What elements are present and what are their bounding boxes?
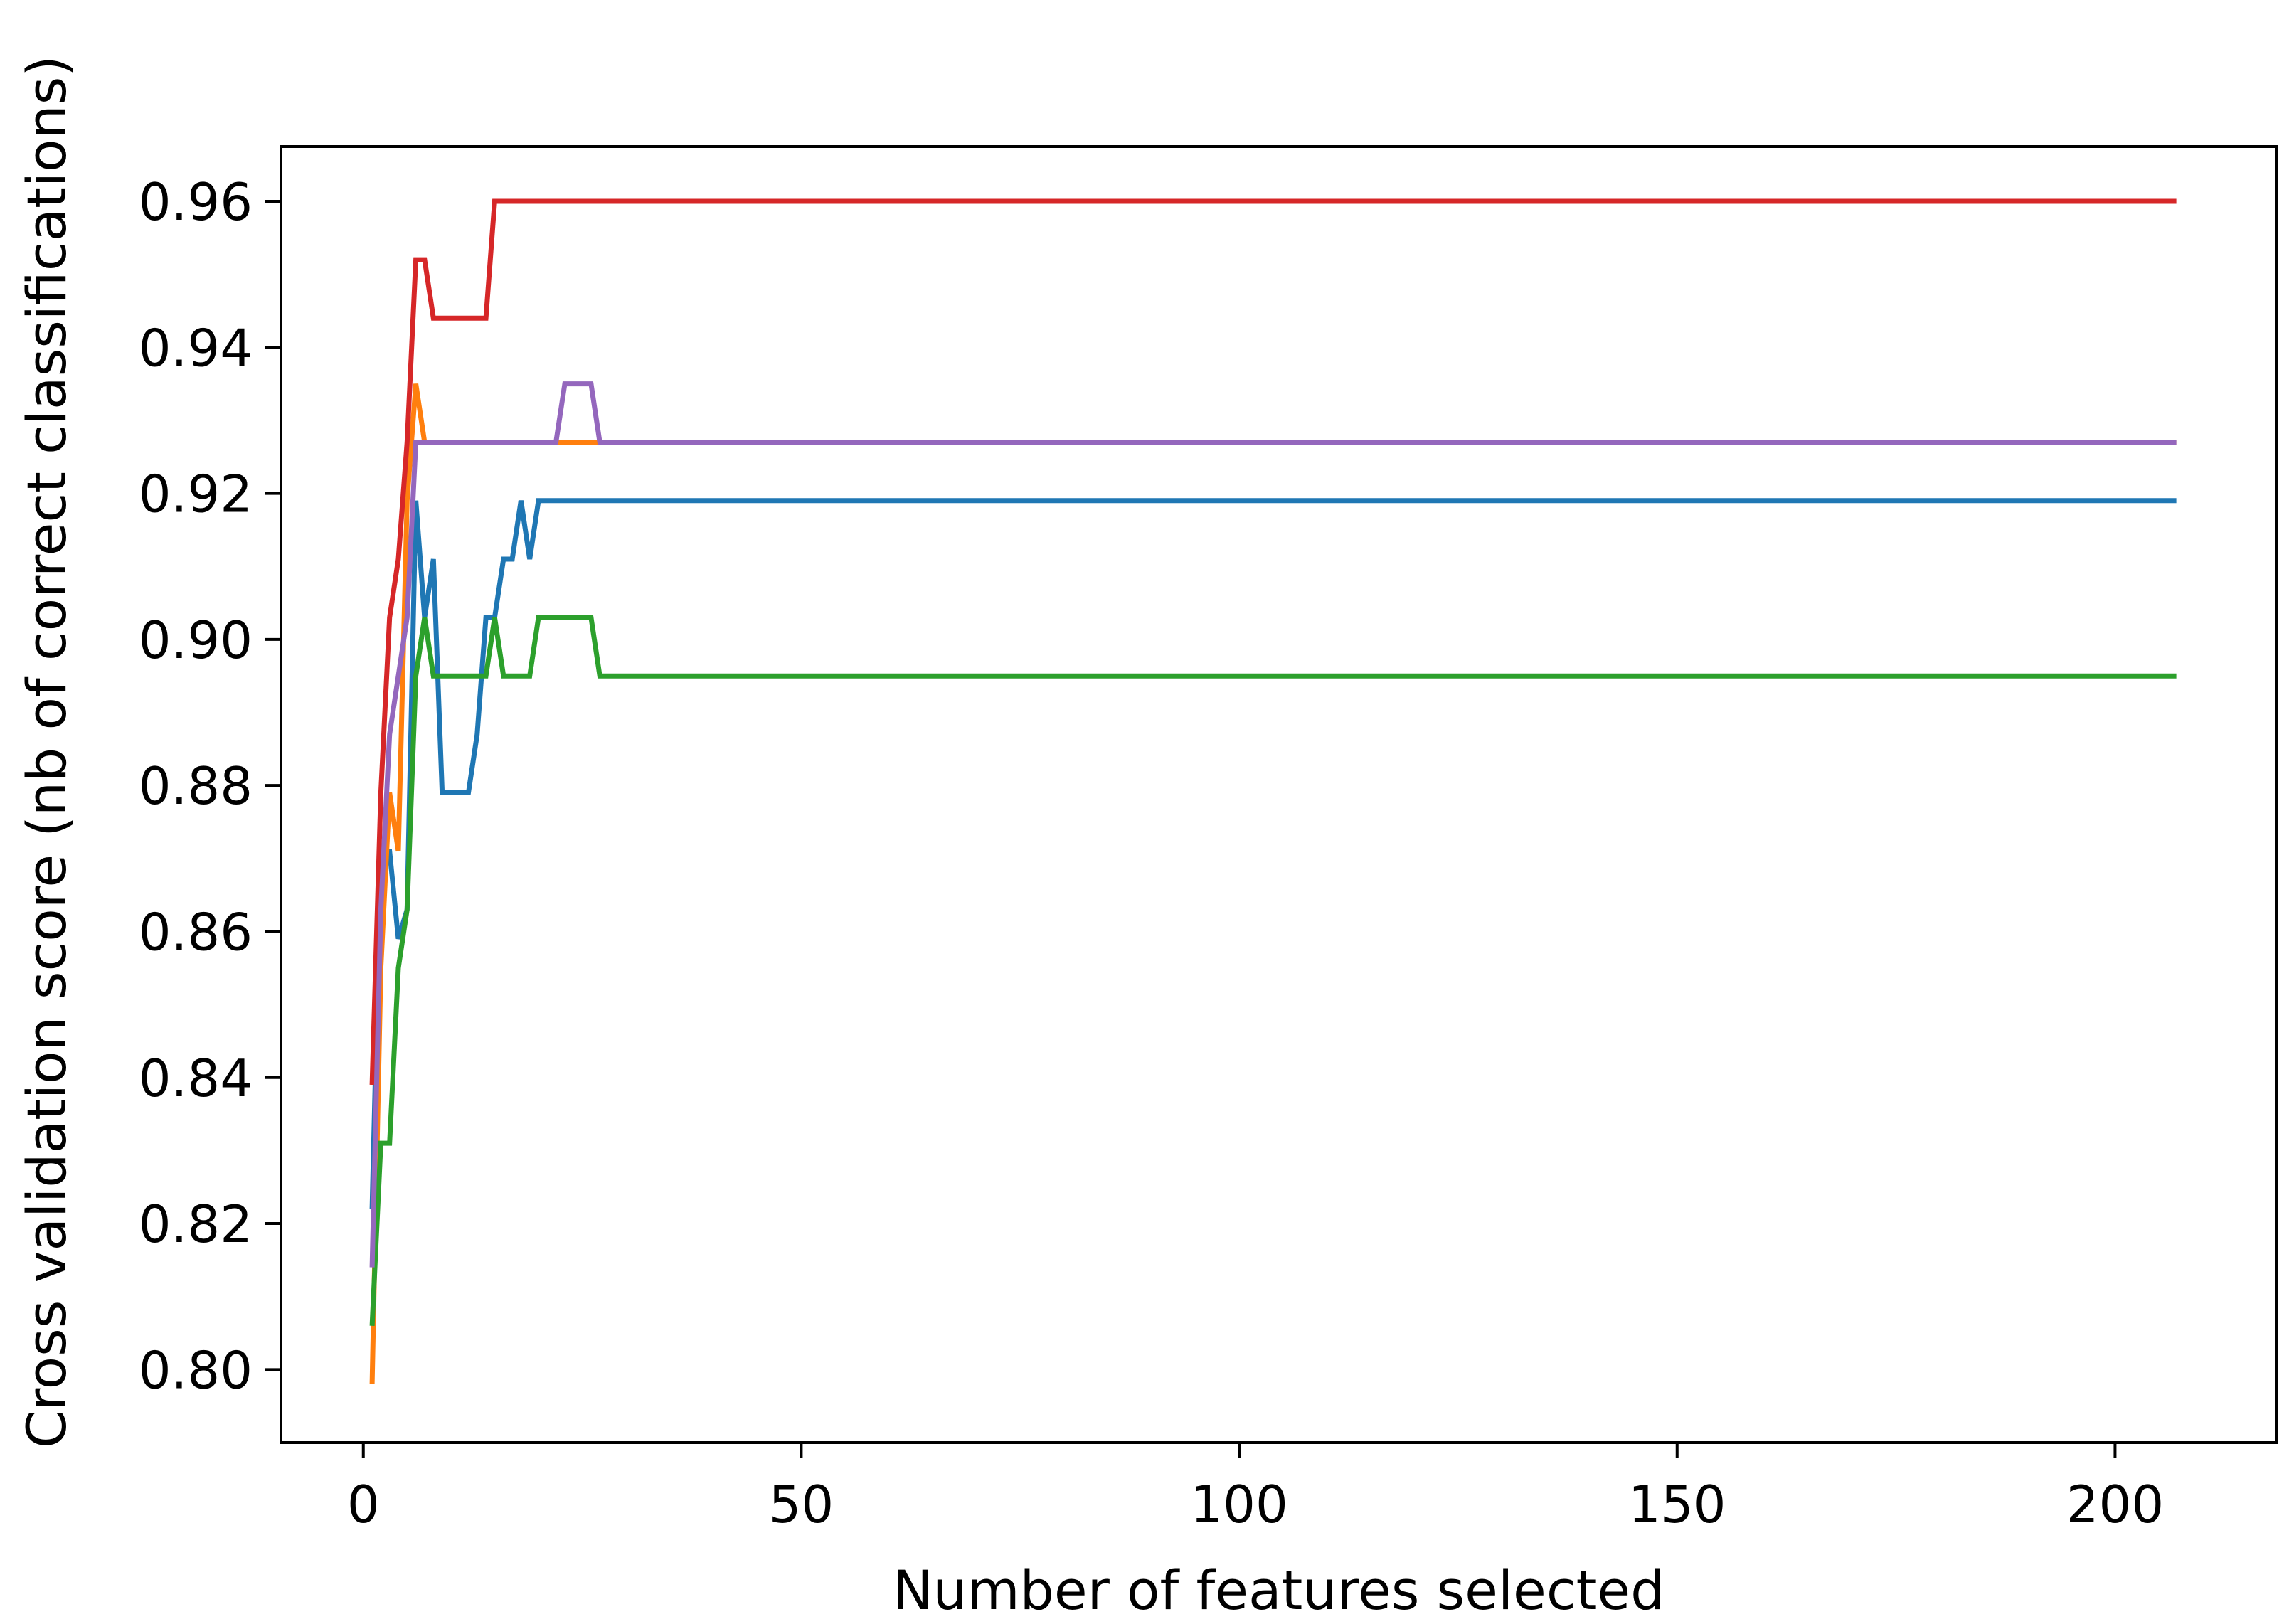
x-axis-label: Number of features selected: [893, 1559, 1665, 1622]
y-axis-ticks: 0.80 0.82 0.84 0.86 0.88 0.90 0.92 0.94 0.96: [139, 172, 281, 1400]
y-tick-label: 0.92: [139, 465, 253, 524]
y-tick-label: 0.90: [139, 610, 253, 670]
x-tick-label: 100: [1190, 1475, 1287, 1534]
x-tick-label: 50: [769, 1475, 834, 1534]
y-tick-label: 0.96: [139, 172, 253, 232]
x-tick-label: 0: [347, 1475, 380, 1534]
y-tick-label: 0.94: [139, 318, 253, 378]
x-tick-label: 200: [2066, 1475, 2164, 1534]
y-tick-label: 0.86: [139, 902, 253, 962]
y-tick-label: 0.82: [139, 1194, 253, 1254]
y-tick-label: 0.80: [139, 1340, 253, 1400]
x-tick-label: 150: [1628, 1475, 1726, 1534]
plot-frame: [280, 145, 2278, 1444]
y-axis-label: Cross validation score (nb of correct cl…: [15, 55, 78, 1448]
series-line-5: [369, 381, 2177, 1268]
series-line-3: [369, 615, 2177, 1326]
series-line-4: [369, 198, 2177, 1086]
y-tick-label: 0.88: [139, 756, 253, 816]
series-line-1: [369, 498, 2177, 1209]
x-axis-ticks: 0 50 100 150 200: [347, 1443, 2164, 1534]
y-tick-label: 0.84: [139, 1049, 253, 1108]
series-layer: [369, 198, 2177, 1384]
